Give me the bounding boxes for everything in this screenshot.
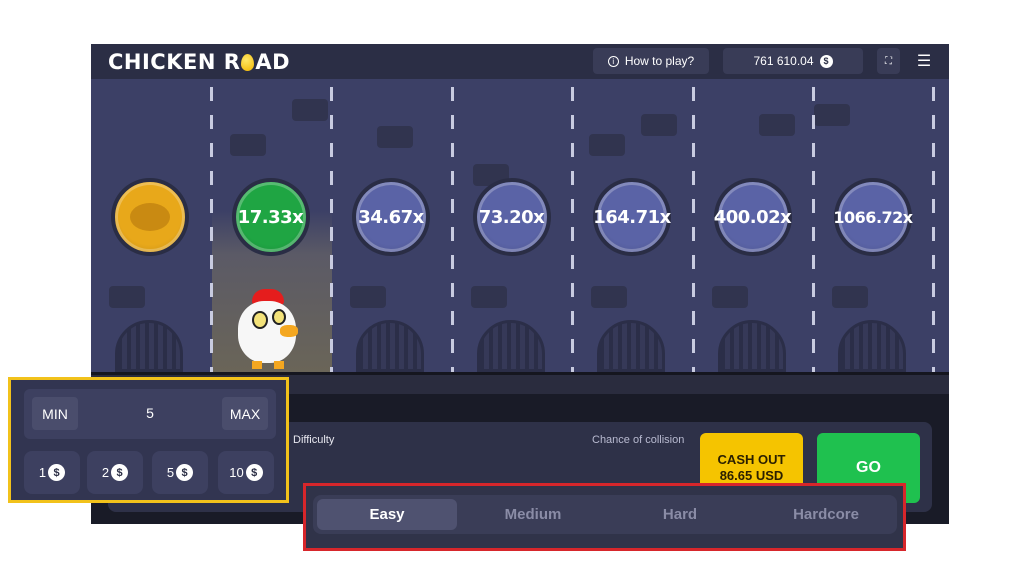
chip-5-button[interactable]: 5 $ [152, 451, 208, 494]
lane [91, 79, 211, 372]
collision-label: Chance of collision [592, 434, 685, 446]
brick-decoration [589, 134, 625, 156]
logo: CHICKEN R AD [108, 50, 290, 74]
egg-icon [241, 54, 255, 71]
min-button[interactable]: MIN [32, 397, 78, 430]
chip-10-button[interactable]: 10 $ [218, 451, 274, 494]
fullscreen-icon: ⛶ [885, 55, 892, 67]
brick-decoration [641, 114, 677, 136]
brick-decoration [591, 286, 627, 308]
chip-label: 2 [101, 465, 110, 480]
road: 17.33x 34.67x 73.20x 164.71x 400.02x 1066.72x [91, 79, 949, 372]
brick-decoration [470, 286, 507, 308]
sewer-grate [597, 320, 665, 372]
difficulty-highlight: Easy Medium Hard Hardcore [303, 483, 906, 551]
dollar-coin-icon: $ [48, 464, 66, 481]
lane-divider [812, 87, 815, 372]
chicken-character [230, 289, 300, 369]
chip-2-button[interactable]: 2 $ [87, 451, 143, 494]
lane-divider [330, 87, 333, 372]
road-edge [91, 372, 949, 394]
lane: 400.02x [694, 79, 814, 372]
lane: 73.20x [453, 79, 573, 372]
brick-decoration [832, 286, 868, 308]
lane-divider [209, 87, 213, 372]
lane-divider [571, 87, 574, 372]
lane-divider [932, 87, 935, 372]
difficulty-selector: Easy Medium Hard Hardcore [313, 495, 897, 534]
sewer-grate [717, 320, 786, 372]
lane: 1066.72x [814, 79, 934, 372]
chip-label: 10 [229, 465, 244, 480]
multiplier-coin: 164.71x [593, 178, 671, 256]
difficulty-hard[interactable]: Hard [662, 506, 698, 523]
logo-text: CHICKEN R [108, 50, 241, 74]
dollar-coin-icon: $ [819, 54, 833, 68]
fullscreen-button[interactable]: ⛶ [877, 48, 900, 74]
header: CHICKEN R AD i How to play? 761 610.04 $ ⛶ … [91, 44, 949, 79]
max-button[interactable]: MAX [222, 397, 268, 430]
chip-label: 5 [166, 465, 175, 480]
brick-decoration [229, 134, 266, 156]
multiplier-coin: 1066.72x [833, 178, 913, 256]
fried-chicken-coin [111, 178, 189, 256]
lane-divider [691, 87, 695, 372]
bet-input: MIN 5 MAX [24, 389, 276, 439]
how-to-play-label: How to play? [624, 54, 695, 68]
logo-text: AD [255, 50, 291, 74]
hamburger-menu-icon: ☰ [916, 53, 932, 70]
cash-out-label: CASH OUT [717, 452, 786, 467]
chip-1-button[interactable]: 1 $ [24, 451, 80, 494]
lane-divider [450, 87, 454, 372]
go-label: GO [856, 459, 881, 476]
cash-out-amount: 86.65 USD [719, 468, 784, 483]
multiplier-coin: 17.33x [231, 178, 310, 256]
difficulty-easy[interactable]: Easy [317, 499, 457, 530]
dollar-coin-icon: $ [111, 464, 129, 481]
lane: 17.33x [211, 79, 332, 372]
lane: 164.71x [573, 79, 693, 372]
multiplier-coin: 73.20x [472, 178, 551, 256]
sewer-grate [838, 320, 906, 372]
bet-amount-highlight: MIN 5 MAX 1 $ 2 $ 5 $ 10 $ [8, 377, 289, 503]
chip-label: 1 [38, 465, 47, 480]
info-icon: i [607, 55, 619, 67]
multiplier-coin: 400.02x [713, 178, 792, 256]
difficulty-label: Difficulty [293, 434, 335, 446]
difficulty-medium[interactable]: Medium [504, 506, 562, 523]
brick-decoration [377, 126, 413, 148]
brick-decoration [711, 286, 748, 308]
sewer-grate [356, 320, 424, 372]
dollar-coin-icon: $ [245, 464, 263, 481]
sewer-grate [115, 320, 183, 372]
bet-value[interactable]: 5 [146, 405, 154, 421]
roast-chicken-icon [130, 203, 170, 231]
balance-value: 761 610.04 [753, 54, 814, 68]
multiplier-coin: 34.67x [352, 178, 430, 256]
balance-display: 761 610.04 $ [723, 48, 863, 74]
brick-decoration [291, 99, 328, 121]
brick-decoration [109, 286, 145, 308]
how-to-play-button[interactable]: i How to play? [593, 48, 709, 74]
brick-decoration [758, 114, 795, 136]
menu-button[interactable]: ☰ [913, 48, 935, 74]
brick-decoration [350, 286, 386, 308]
difficulty-hardcore[interactable]: Hardcore [793, 506, 859, 523]
dollar-coin-icon: $ [176, 464, 194, 481]
sewer-grate [476, 320, 545, 372]
brick-decoration [814, 104, 850, 126]
lane: 34.67x [332, 79, 452, 372]
